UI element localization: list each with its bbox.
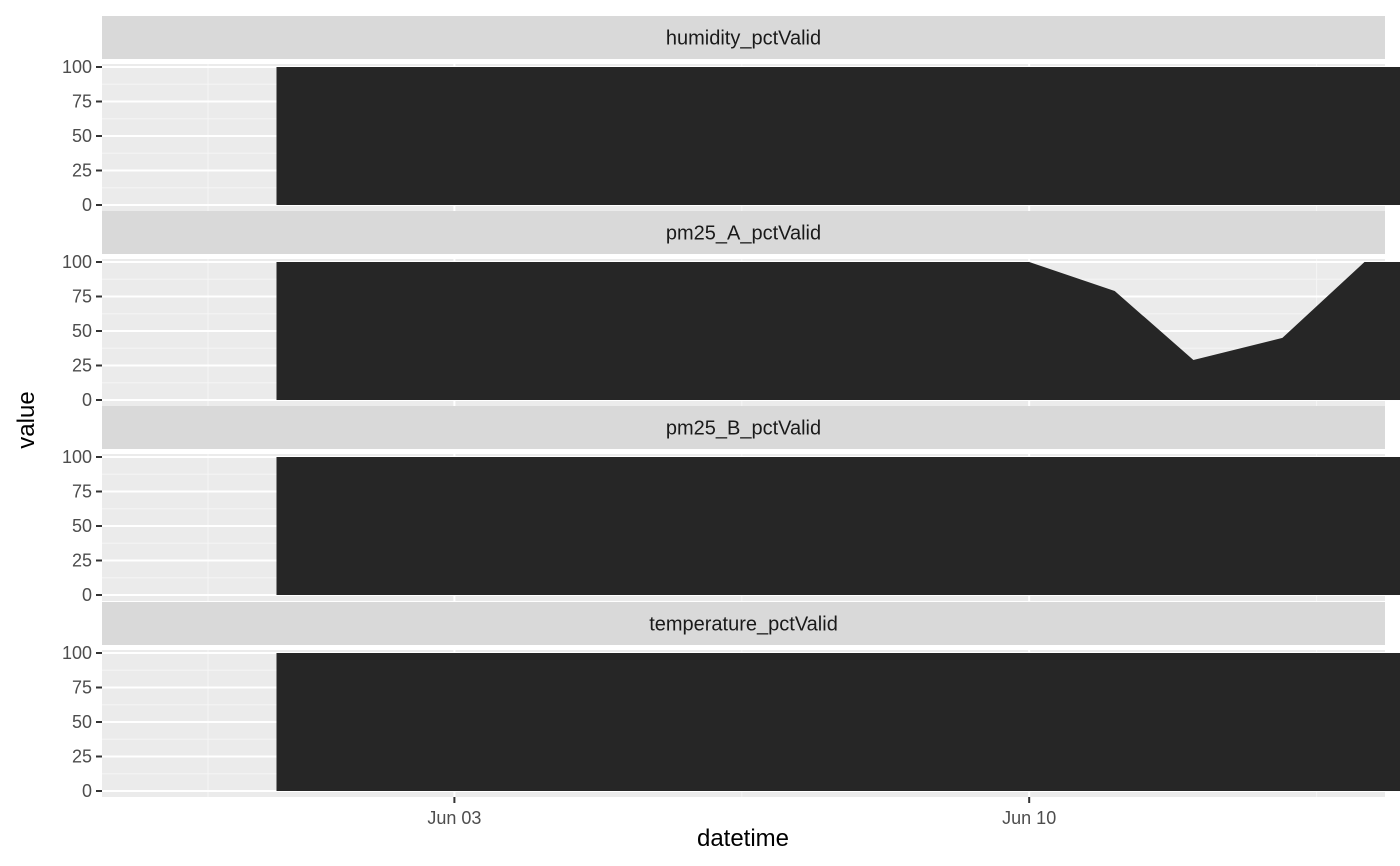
y-tick-label: 0 bbox=[82, 781, 92, 801]
y-tick-label: 100 bbox=[62, 57, 92, 77]
y-tick-label: 50 bbox=[72, 516, 92, 536]
x-axis-title: datetime bbox=[697, 825, 789, 852]
y-tick-label: 100 bbox=[62, 252, 92, 272]
area-series bbox=[276, 67, 1400, 205]
y-axis-title: value bbox=[13, 391, 40, 448]
area-series bbox=[276, 653, 1400, 791]
y-tick-label: 50 bbox=[72, 712, 92, 732]
facet-strip bbox=[102, 211, 1385, 254]
y-tick-label: 25 bbox=[72, 551, 92, 571]
y-tick-label: 75 bbox=[72, 92, 92, 112]
facet-panels: humidity_pctValid0255075100pm25_A_pctVal… bbox=[62, 16, 1400, 801]
y-tick-label: 25 bbox=[72, 356, 92, 376]
y-tick-label: 75 bbox=[72, 678, 92, 698]
y-tick-label: 100 bbox=[62, 447, 92, 467]
facet-strip-label: humidity_pctValid bbox=[666, 28, 821, 50]
facet-pm25_B_pctValid: pm25_B_pctValid 0 25 50 75 100 bbox=[62, 406, 1400, 605]
facet-strip-label: pm25_B_pctValid bbox=[666, 418, 821, 440]
x-tick-label: Jun 03 bbox=[427, 808, 481, 828]
y-tick-label: 0 bbox=[82, 195, 92, 215]
facet-temperature_pctValid: temperature_pctValid 0 25 50 75 100 bbox=[62, 602, 1400, 801]
x-axis: Jun 03 Jun 10 bbox=[427, 797, 1056, 828]
area-series bbox=[276, 262, 1400, 400]
area-series bbox=[276, 457, 1400, 595]
y-tick-label: 25 bbox=[72, 747, 92, 767]
y-tick-label: 100 bbox=[62, 643, 92, 663]
facet-strip bbox=[102, 16, 1385, 59]
y-tick-label: 50 bbox=[72, 321, 92, 341]
y-tick-label: 0 bbox=[82, 585, 92, 605]
x-tick-label: Jun 10 bbox=[1002, 808, 1056, 828]
y-tick-label: 25 bbox=[72, 161, 92, 181]
facet-strip bbox=[102, 602, 1385, 645]
y-tick-label: 75 bbox=[72, 482, 92, 502]
facet-pm25_A_pctValid: pm25_A_pctValid 0 25 50 75 100 bbox=[62, 211, 1400, 410]
y-tick-label: 0 bbox=[82, 390, 92, 410]
y-tick-label: 50 bbox=[72, 126, 92, 146]
facet-strip-label: temperature_pctValid bbox=[649, 614, 838, 636]
facet-strip-label: pm25_A_pctValid bbox=[666, 223, 821, 245]
facet-strip bbox=[102, 406, 1385, 449]
facet-humidity_pctValid: humidity_pctValid 0 25 50 75 100 bbox=[62, 16, 1400, 215]
y-tick-label: 75 bbox=[72, 287, 92, 307]
